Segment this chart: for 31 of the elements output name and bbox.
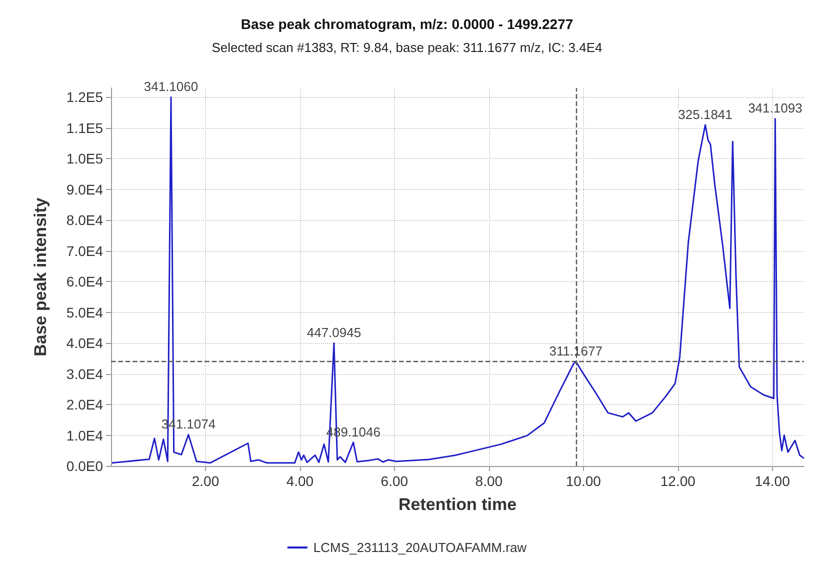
y-tick-label: 8.0E4 [66,212,104,228]
y-tick-label: 7.0E4 [66,242,104,259]
x-tick-label: 14.00 [754,473,790,489]
x-tick-label: 8.00 [475,473,503,489]
annotation: 447.0945 [306,325,362,340]
line-series [111,96,805,464]
x-tick-label: 10.00 [566,473,602,489]
y-tick-label: 4.0E4 [66,335,104,352]
x-tick-label: 12.00 [660,473,696,489]
y-tick-label: 9.0E4 [66,181,104,198]
annotation: 341.1093 [748,100,802,116]
y-tick-label: 0.0E0 [66,458,104,474]
y-axis-title: Base peak intensity [31,197,50,356]
x-tick-label: 6.00 [380,473,408,489]
legend-label: LCMS_231113_20AUTOAFAMM.raw [313,540,528,555]
x-tick-label: 4.00 [286,473,314,489]
annotation: 311.1677 [549,344,602,359]
y-tick-label: 1.1E5 [66,120,104,136]
chart-subtitle: Selected scan #1383, RT: 9.84, base peak: 311.1677 m/z, IC: 3.4E4 [212,40,602,55]
y-tick-label: 1.0E4 [66,427,104,444]
annotation: 341.1060 [144,79,198,94]
x-axis-title: Retention time [398,495,517,514]
annotation: 325.1841 [678,106,732,122]
chart-title: Base peak chromatogram, m/z: 0.0000 - 1499.2277 [240,16,574,32]
y-tick-label: 5.0E4 [66,304,104,320]
y-tick-label: 3.0E4 [66,366,104,382]
y-tick-label: 1.2E5 [66,89,104,106]
x-tick-label: 2.00 [192,473,220,489]
y-tick-label: 2.0E4 [66,396,104,413]
y-tick-label: 6.0E4 [66,274,104,290]
y-tick-label: 1.0E5 [66,150,104,167]
